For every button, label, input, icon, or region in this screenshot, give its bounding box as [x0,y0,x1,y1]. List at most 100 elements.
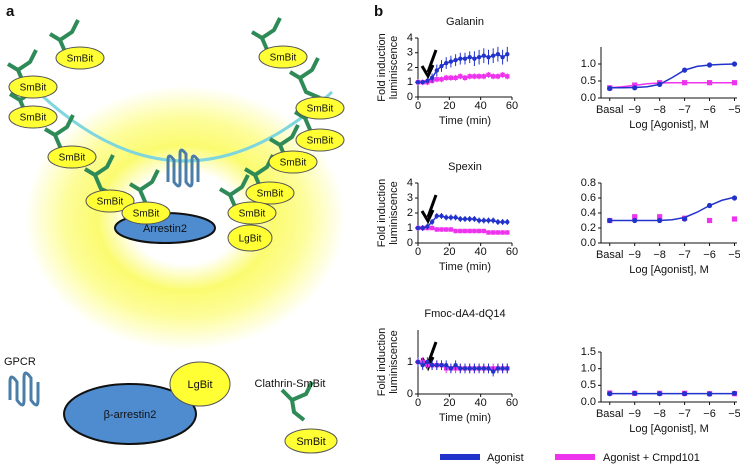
marker [495,366,501,371]
x-tick-label: −9 [628,104,641,116]
marker [505,74,510,79]
fit-line [609,81,735,89]
y-tick-label: 1 [407,222,413,234]
marker [467,366,472,371]
marker [607,217,613,224]
marker [657,217,663,224]
x-tick-label: −8 [653,249,666,261]
marker [444,75,449,81]
smbit-label: SmBit [97,197,124,208]
marker [429,75,435,81]
x-tick-label: 0 [415,100,421,112]
marker [505,219,510,225]
lgbit-icon [169,361,231,407]
panel-label: a [6,3,15,20]
y-tick-label: 1.5 [581,346,596,358]
x-tick-label: −5 [728,104,740,116]
marker [491,230,496,235]
y-tick-label: 0.0 [581,92,596,104]
smbit [8,105,58,129]
marker [632,214,638,220]
marker [425,78,430,83]
x-tick-label: −5 [728,408,740,420]
x-tick-label: 40 [475,100,487,112]
marker [500,366,505,371]
x-tick-label: 60 [506,397,518,409]
x-tick-label: −5 [728,249,740,261]
smbit [85,189,135,213]
x-axis-label: Log [Agonist], M [629,423,709,435]
marker [495,219,501,225]
y-tick-label: 0 [407,237,413,249]
x-tick-label: −9 [628,408,641,420]
marker [448,215,454,220]
smbit-label: SmBit [133,209,160,220]
marker [462,56,468,61]
marker [657,214,663,220]
marker [657,391,663,397]
x-tick-label: −7 [678,408,691,420]
marker [481,53,486,58]
marker [486,54,491,60]
marker [500,72,505,78]
arrestin-label: Arrestin2 [143,223,187,235]
marker [420,80,425,85]
marker [458,74,463,79]
marker [706,62,713,68]
marker [491,369,496,374]
marker [632,217,638,224]
y-tick-label: 1 [407,76,413,88]
marker [462,75,468,81]
y-axis-label: Fold induction [376,33,388,102]
y-tick-label: 0.6 [581,192,596,204]
smbit [295,96,345,120]
x-tick-label: Basal [596,104,624,116]
smbit [47,145,97,169]
marker [444,215,449,220]
y-tick-label: 1.0 [581,363,596,375]
marker [731,80,738,86]
fit-line [609,196,735,222]
y-tick-label: 0.2 [581,222,596,234]
marker [607,85,613,92]
x-axis-label: Log [Agonist], M [629,119,709,131]
smbit-icon [284,428,338,454]
arrow [420,194,438,225]
marker [444,60,449,66]
marker [632,390,638,396]
smbit-label: SmBit [20,83,47,94]
y-tick-label: 0.5 [581,75,596,87]
x-tick-label: −8 [653,408,666,420]
lgbit-label: LgBit [239,234,262,245]
smbit [258,45,308,69]
marker [500,219,505,225]
chart-title: Galanin [446,16,484,28]
lgbit-icon-label: LgBit [187,379,212,391]
smbit-label: SmBit [239,209,266,220]
smbit [8,75,58,99]
marker [420,363,425,368]
y-tick-label: 0.0 [581,396,596,408]
smbit-label: SmBit [280,158,307,169]
x-tick-label: 20 [443,397,455,409]
x-tick-label: −6 [703,104,716,116]
marker [486,72,491,78]
marker [505,230,510,235]
x-tick-label: 0 [415,246,421,258]
x-tick-label: Basal [596,408,624,420]
marker [505,366,510,371]
smbit-label: SmBit [270,53,297,64]
marker [706,80,713,86]
panel-label: b [374,3,383,20]
marker [434,77,439,82]
marker [607,391,613,397]
y-tick-label: 4 [407,32,413,44]
marker [453,215,458,220]
marker [448,75,454,81]
x-axis-label: Log [Agonist], M [629,264,709,276]
marker [731,390,738,396]
marker [439,213,444,219]
smbit-label: SmBit [257,189,284,200]
gpcr-label: GPCR [4,356,36,368]
